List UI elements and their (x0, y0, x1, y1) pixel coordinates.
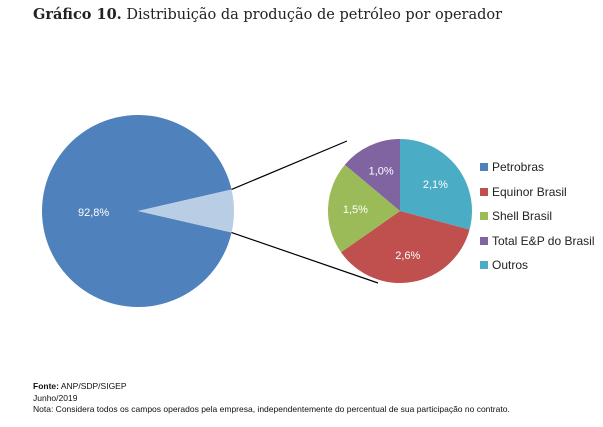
legend-swatch (480, 261, 488, 270)
note: Nota: Considera todos os campos operados… (33, 404, 510, 414)
data-label: 2,6% (395, 250, 420, 262)
legend-label: Outros (492, 258, 529, 273)
legend-item: Shell Brasil (480, 204, 595, 229)
legend-item: Outros (480, 253, 595, 278)
date: Junho/2019 (33, 392, 78, 403)
legend-swatch (480, 187, 488, 196)
source-value: ANP/SDP/SIGEP (58, 381, 127, 391)
legend: Petrobras Equinor Brasil Shell Brasil Total… (480, 155, 595, 278)
legend-swatch (480, 236, 488, 245)
data-label: 1,5% (343, 204, 368, 216)
source-label: Fonte: (33, 381, 59, 391)
slice-equinor-brasil (341, 211, 470, 283)
slice-total-e-p-do-brasil (344, 139, 400, 211)
slice-outros (400, 139, 472, 230)
chart-title: Gráfico 10. Distribuição da produção de … (33, 6, 502, 23)
slice-outros-operadores (138, 189, 235, 233)
data-label: 2,1% (423, 179, 448, 191)
legend-label: Petrobras (492, 160, 545, 175)
notes: Fonte: ANP/SDP/SIGEP Junho/2019 Nota: Co… (33, 381, 510, 416)
slice-petrobras (42, 115, 232, 307)
legend-label: Shell Brasil (492, 209, 553, 224)
legend-label: Equinor Brasil (492, 184, 567, 199)
connector-line-top (231, 140, 348, 191)
label-petrobras: 92,8% (78, 207, 109, 219)
connector-line-bottom (231, 231, 379, 284)
legend-swatch (480, 163, 488, 172)
legend-item: Petrobras (480, 155, 595, 180)
title-text: Distribuição da produção de petróleo por… (121, 7, 503, 23)
slice-shell-brasil (328, 164, 400, 253)
legend-swatch (480, 212, 488, 221)
legend-item: Total E&P do Brasil (480, 229, 595, 254)
legend-label: Total E&P do Brasil (492, 233, 595, 248)
source: Fonte: ANP/SDP/SIGEP (33, 381, 510, 393)
title-number: Gráfico 10. (33, 6, 122, 23)
data-label: 1,0% (369, 166, 394, 178)
legend-item: Equinor Brasil (480, 180, 595, 205)
